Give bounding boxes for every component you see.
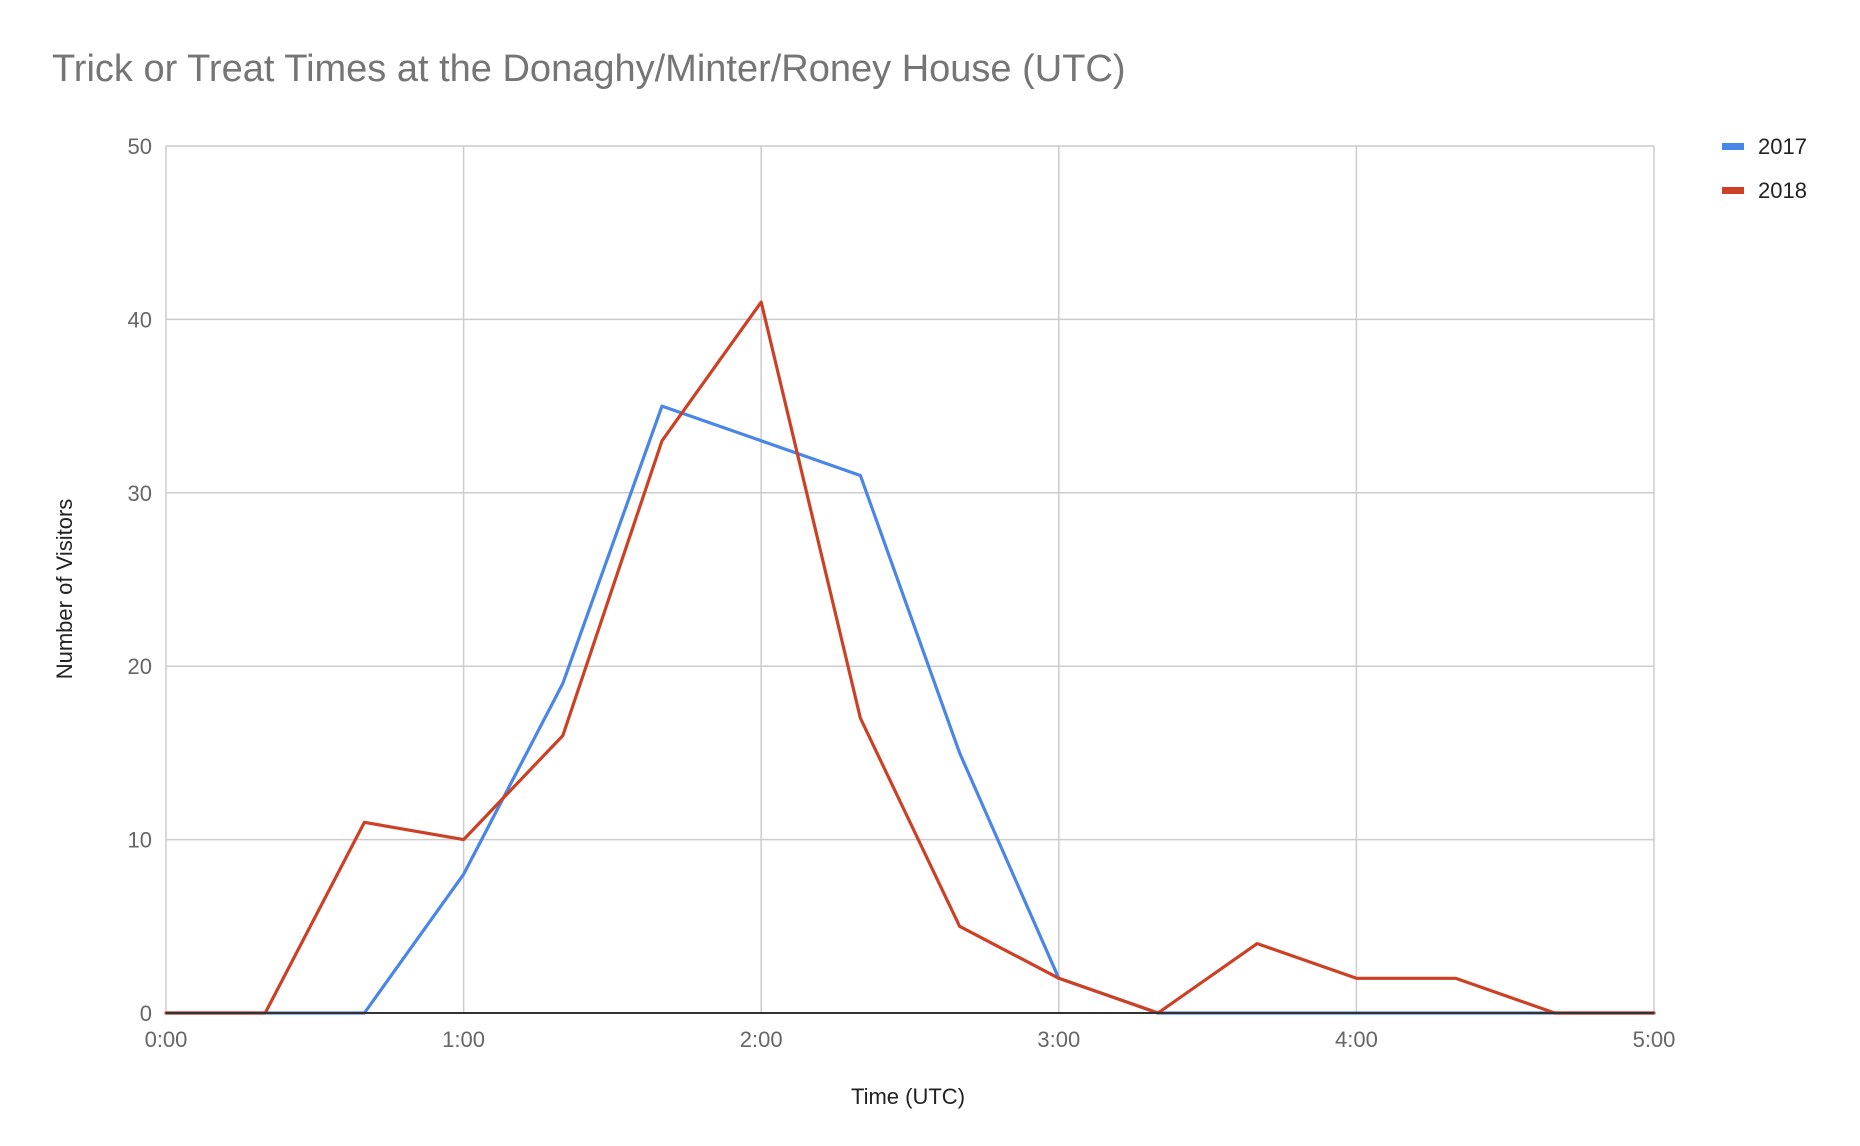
chart-title: Trick or Treat Times at the Donaghy/Mint…: [52, 48, 1126, 90]
y-tick-label-10: 10: [128, 828, 152, 853]
x-tick-label-200: 2:00: [740, 1027, 783, 1052]
x-tick-label-000: 0:00: [145, 1027, 188, 1052]
legend-label-2017: 2017: [1758, 134, 1807, 159]
x-tick-label-500: 5:00: [1633, 1027, 1676, 1052]
series-line-2018[interactable]: [164, 300, 1656, 1015]
series-line-2017[interactable]: [164, 404, 1656, 1015]
legend-item-2018[interactable]: 2018: [1722, 178, 1807, 203]
x-tick-label-300: 3:00: [1037, 1027, 1080, 1052]
x-tick-label-400: 4:00: [1335, 1027, 1378, 1052]
y-axis-title: Number of Visitors: [52, 499, 77, 680]
legend: 2017 2018: [1722, 134, 1807, 203]
y-tick-label-0: 0: [140, 1001, 152, 1026]
legend-label-2018: 2018: [1758, 178, 1807, 203]
tick-labels: 0 10 20 30 40 50 0:00 1:00 2:00 3:00 4:00 5:00: [128, 134, 1676, 1052]
legend-item-2017[interactable]: 2017: [1722, 134, 1807, 159]
legend-swatch-2018: [1722, 187, 1744, 194]
y-tick-label-50: 50: [128, 134, 152, 159]
legend-swatch-2017: [1722, 143, 1744, 150]
x-tick-label-100: 1:00: [442, 1027, 485, 1052]
y-tick-label-30: 30: [128, 481, 152, 506]
x-axis-title: Time (UTC): [851, 1084, 965, 1109]
y-tick-label-40: 40: [128, 307, 152, 332]
grid-lines: [165, 145, 1655, 1013]
series-lines: [164, 300, 1656, 1015]
y-tick-label-20: 20: [128, 654, 152, 679]
